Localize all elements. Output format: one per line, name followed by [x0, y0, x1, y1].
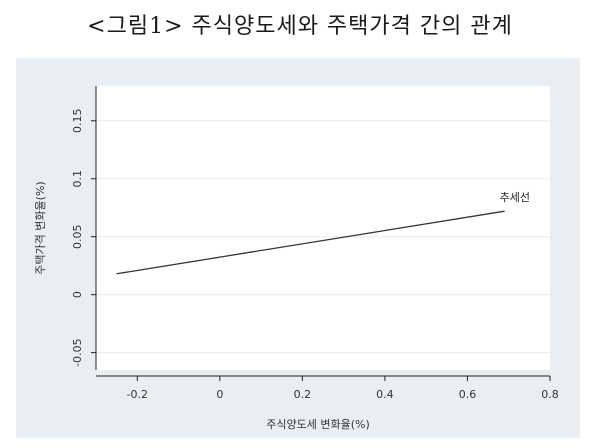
- x-tick-label: 0.4: [376, 388, 394, 401]
- x-tick-label: 0.8: [541, 388, 559, 401]
- x-axis-title: 주식양도세 변화율(%): [266, 418, 370, 431]
- line-chart: -0.05 0 0.05 0.1 0.15 -0.2 0 0.2 0.4 0.6 0.8 추세선주식…: [34, 86, 559, 431]
- chart-title: <그림1> 주식양도세와 주택가격 간의 관계: [87, 14, 513, 39]
- x-tick-label: 0: [216, 388, 223, 401]
- y-tick-label: 0: [71, 291, 84, 298]
- y-axis-title: 주택가격 변화율(%): [34, 181, 47, 274]
- x-tick-label: 0.2: [294, 388, 312, 401]
- plot-area: [96, 86, 550, 370]
- y-tick-label: -0.05: [71, 338, 84, 366]
- trend-line: [116, 210, 505, 275]
- x-tick-label: -0.2: [127, 388, 148, 401]
- x-tick-label: 0.6: [459, 388, 477, 401]
- y-tick-label: 0.15: [71, 109, 84, 134]
- y-tick-label: 0.1: [71, 170, 84, 188]
- trend-line-annotation: 추세선: [500, 191, 530, 204]
- y-tick-label: 0.05: [71, 224, 84, 249]
